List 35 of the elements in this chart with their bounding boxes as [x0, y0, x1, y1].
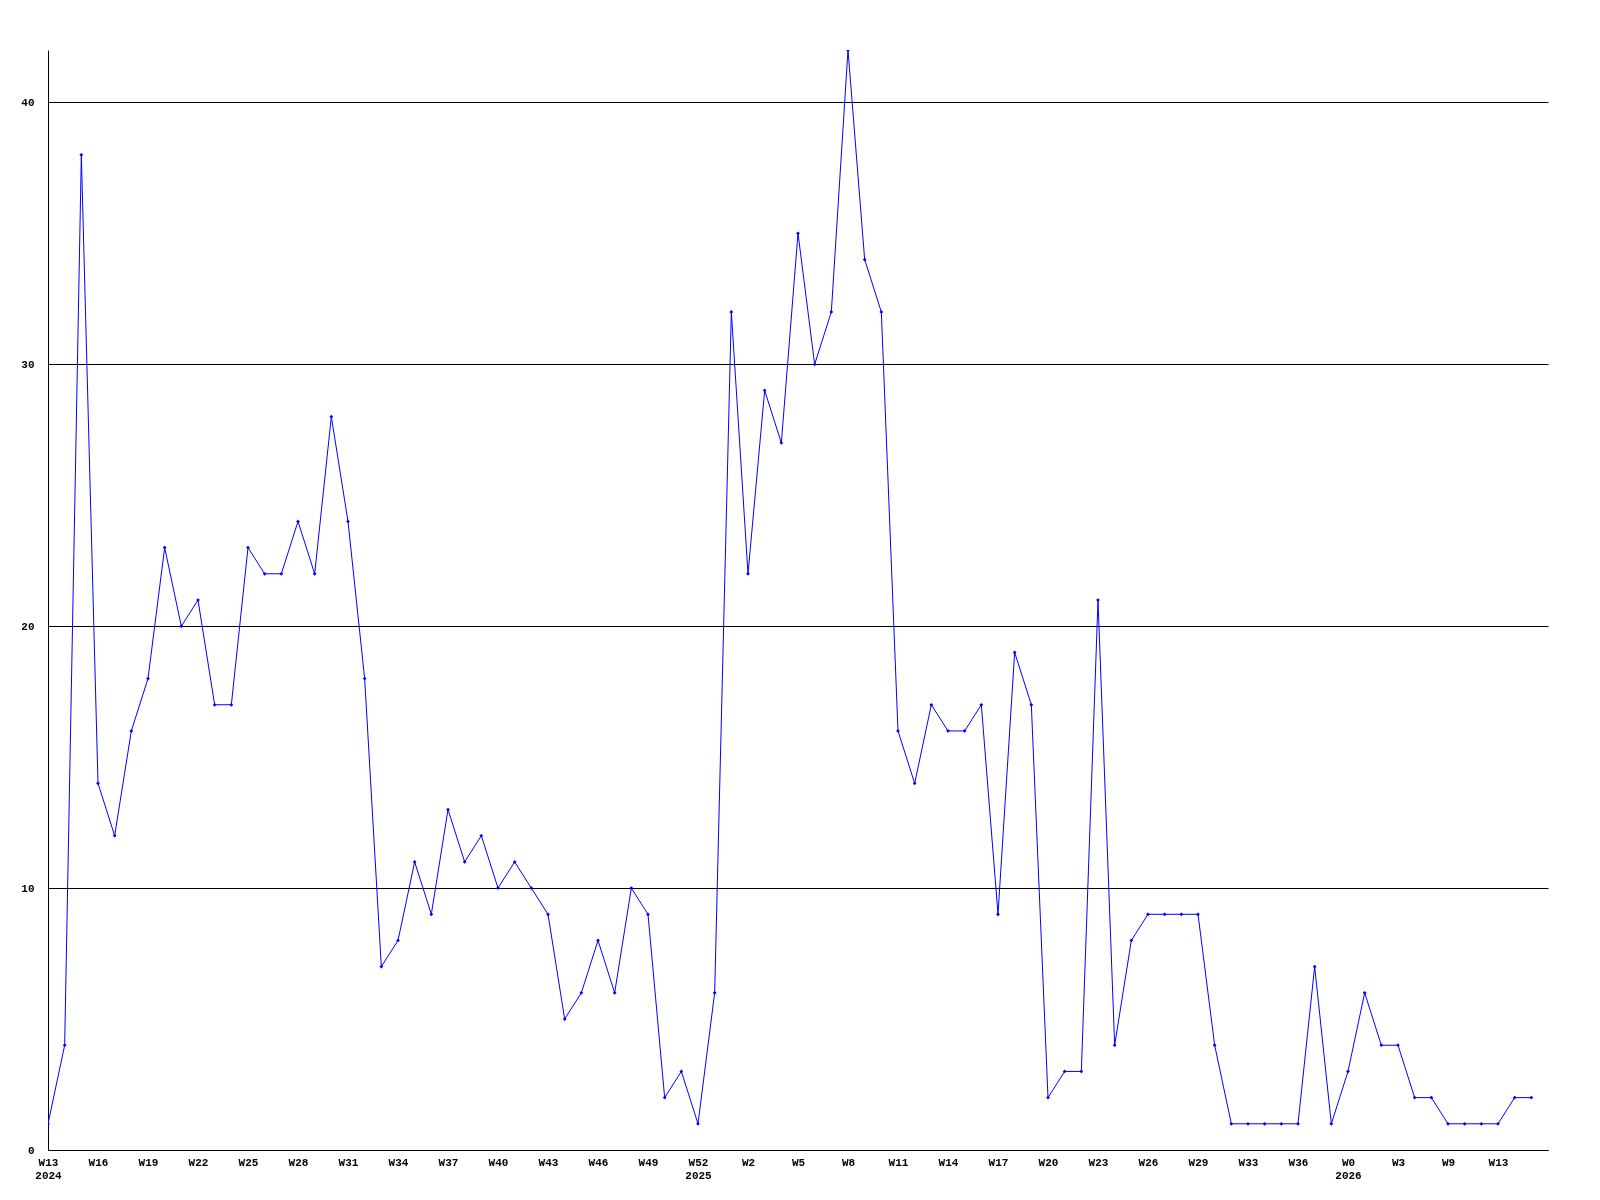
x-tick-label: W14 — [938, 1156, 959, 1169]
x-tick-label: W22 — [188, 1156, 209, 1169]
x-tick-label: W25 — [238, 1156, 259, 1169]
x-tick-label: W19 — [138, 1156, 159, 1169]
x-tick-label: W37 — [438, 1156, 459, 1169]
x-tick-label: W20 — [1038, 1156, 1059, 1169]
x-tick-label: W0 2026 — [1335, 1156, 1362, 1182]
x-tick-label: W23 — [1088, 1156, 1109, 1169]
y-tick-label: 10 — [21, 882, 35, 895]
x-tick-label: W28 — [288, 1156, 309, 1169]
x-tick-label: W36 — [1288, 1156, 1309, 1169]
x-tick-label: W8 — [841, 1156, 856, 1169]
x-tick-label: W34 — [388, 1156, 409, 1169]
x-tick-label: W29 — [1188, 1156, 1209, 1169]
x-tick-label: W16 — [88, 1156, 109, 1169]
x-tick-label: W40 — [488, 1156, 509, 1169]
x-tick-label: W52 2025 — [685, 1156, 713, 1182]
x-tick-label: W3 — [1391, 1156, 1406, 1169]
x-tick-label: W49 — [638, 1156, 659, 1169]
x-tick-label: W43 — [538, 1156, 559, 1169]
x-tick-label: W5 — [791, 1156, 806, 1169]
y-tick-label: 20 — [21, 620, 35, 633]
x-tick-label: W33 — [1238, 1156, 1259, 1169]
y-tick-label: 40 — [21, 96, 35, 109]
x-tick-label: W31 — [338, 1156, 359, 1169]
x-tick-label: W9 — [1441, 1156, 1456, 1169]
x-tick-label: W17 — [988, 1156, 1009, 1169]
x-tick-label: W11 — [888, 1156, 909, 1169]
y-tick-label: 30 — [21, 358, 35, 371]
x-tick-label: W13 2024 — [35, 1156, 63, 1182]
x-tick-label: W13 — [1488, 1156, 1509, 1169]
y-tick-label: 0 — [27, 1144, 35, 1157]
x-tick-label: W2 — [741, 1156, 756, 1169]
x-tick-label: W26 — [1138, 1156, 1159, 1169]
x-tick-label: W46 — [588, 1156, 609, 1169]
